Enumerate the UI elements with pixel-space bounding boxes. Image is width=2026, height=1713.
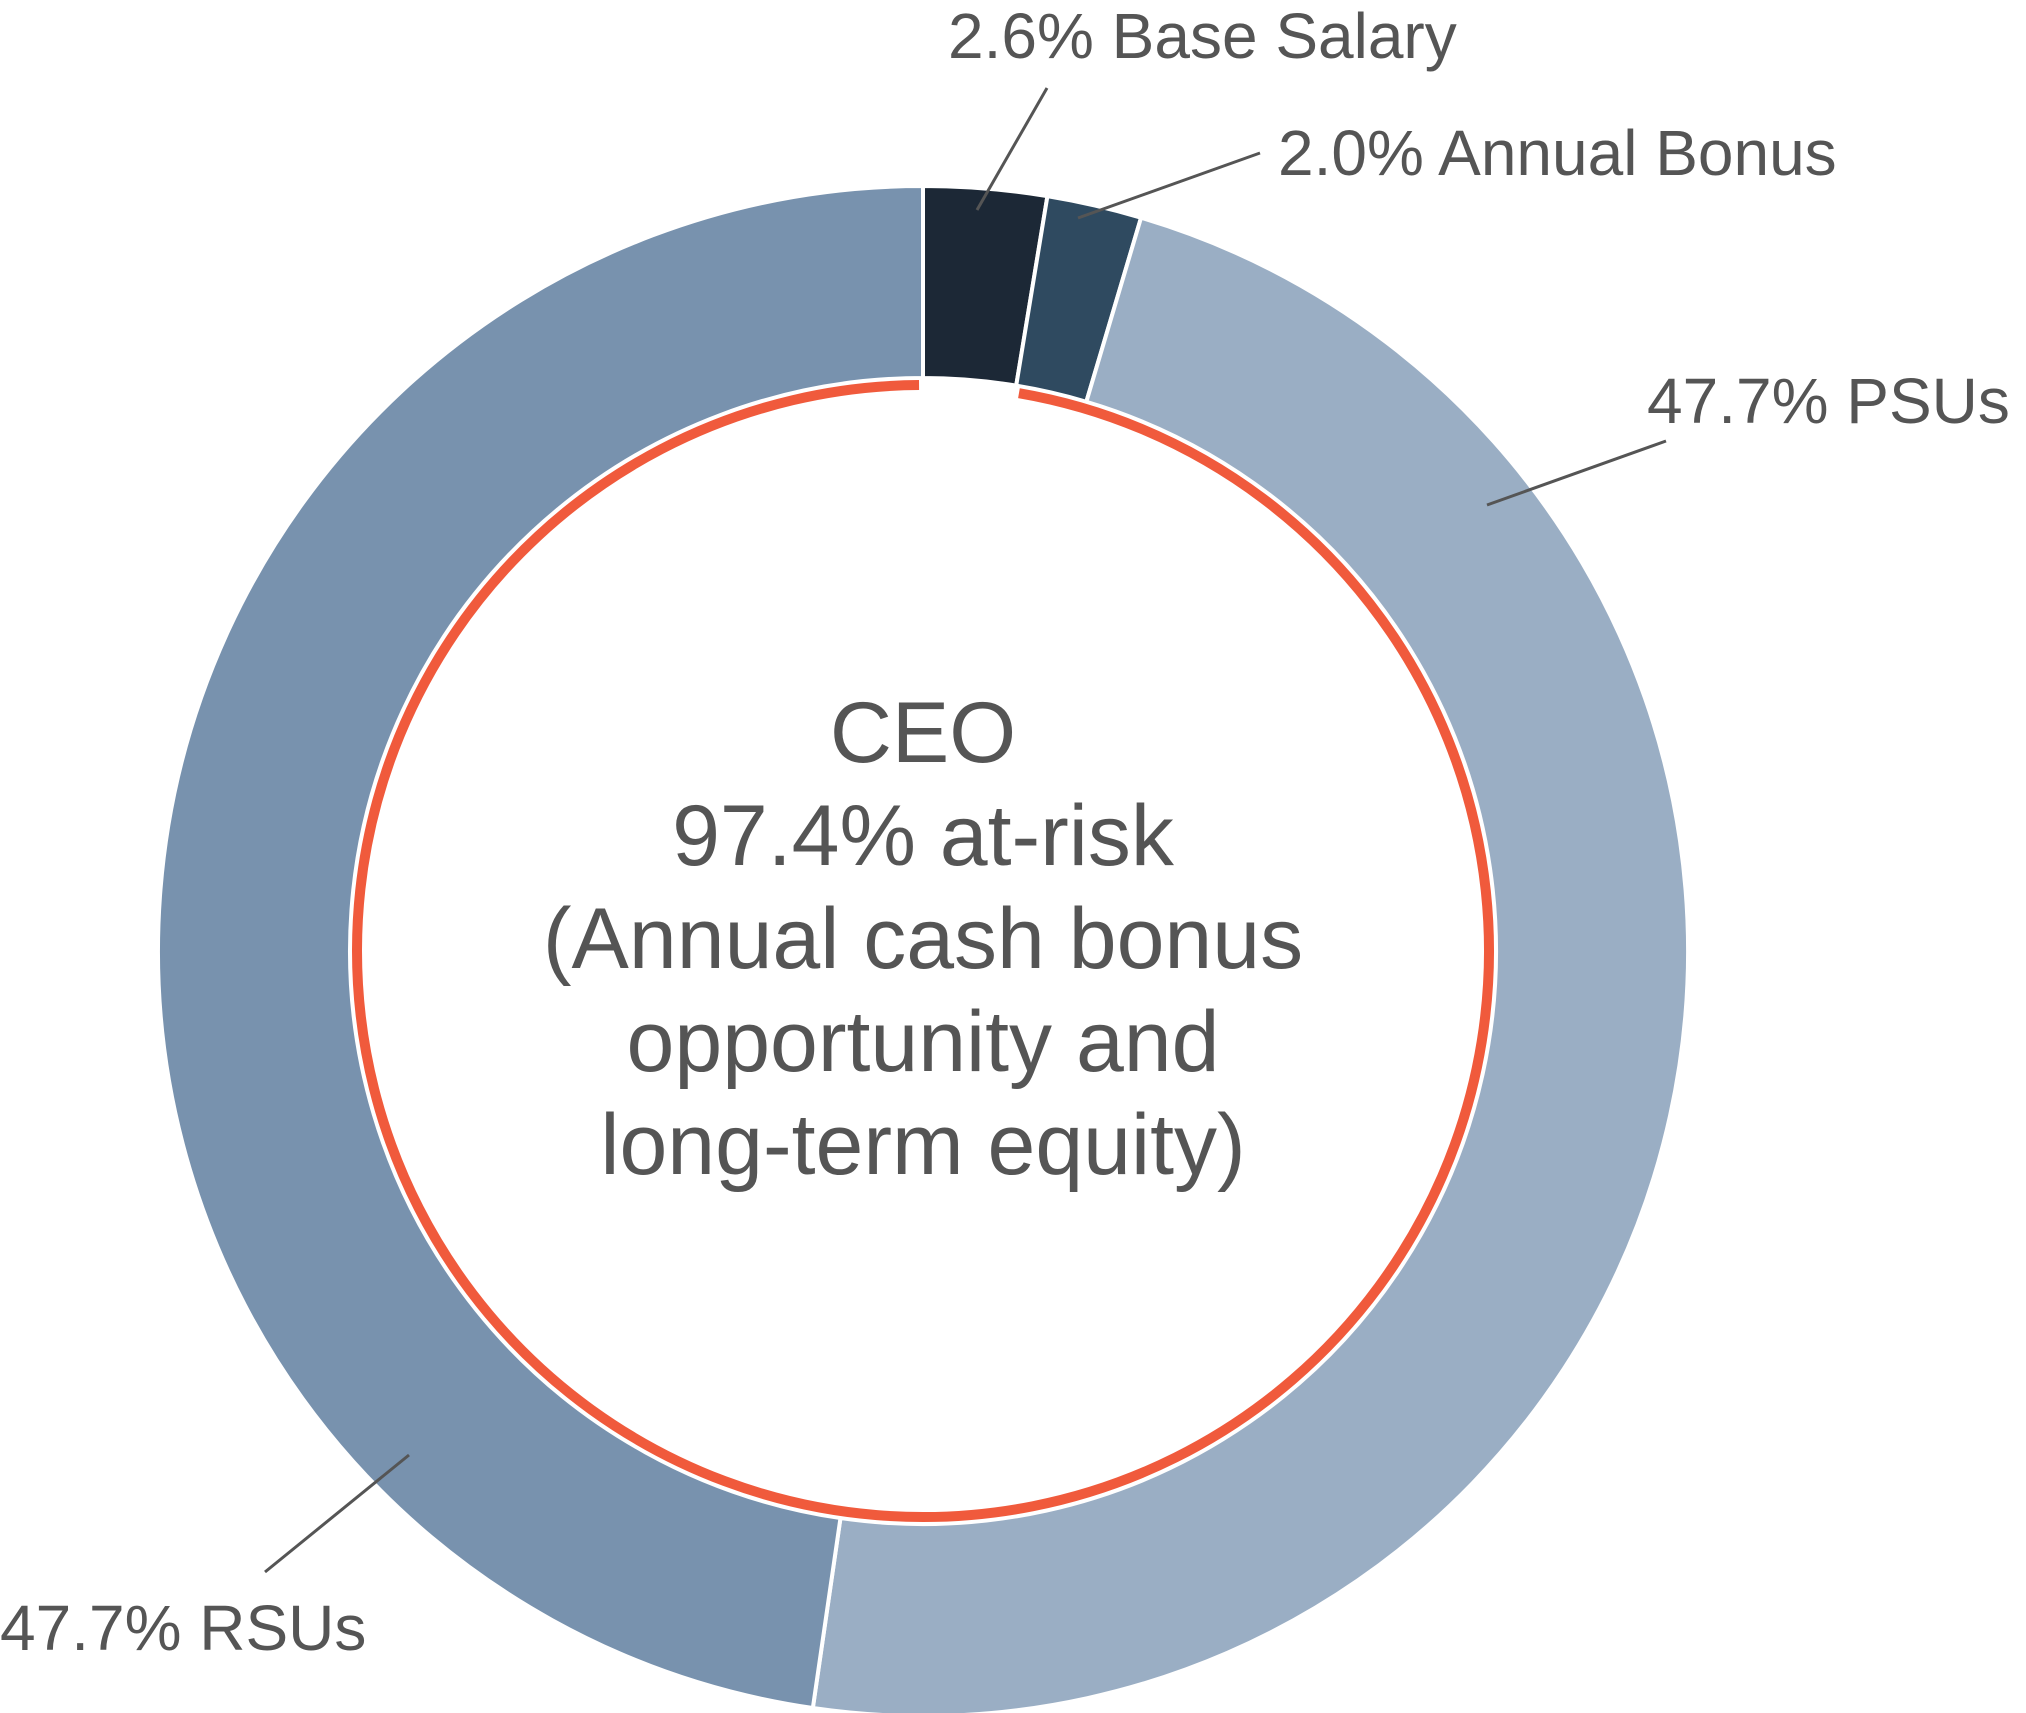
leader-line-annual-bonus [1077, 151, 1261, 220]
slice-label-psus: 47.7% PSUs [1647, 365, 2010, 437]
leader-line-psus [1486, 439, 1667, 507]
center-line-5: long-term equity) [600, 1097, 1245, 1193]
slice-label-rsus: 47.7% RSUs [0, 1592, 366, 1664]
leader-lines [264, 87, 1667, 1574]
leader-line-rsus [264, 1453, 410, 1574]
slice-psus [810, 215, 1691, 1713]
slice-labels: 2.6% Base Salary 2.0% Annual Bonus 47.7%… [0, 0, 2010, 1664]
center-line-1: CEO [830, 685, 1016, 781]
center-line-2: 97.4% at-risk [672, 788, 1175, 884]
slice-label-base-salary: 2.6% Base Salary [948, 0, 1457, 72]
center-line-3: (Annual cash bonus [543, 891, 1303, 987]
center-text: CEO 97.4% at-risk (Annual cash bonus opp… [543, 685, 1303, 1193]
at-risk-arc [352, 380, 1494, 1522]
leader-line-base-salary [975, 87, 1049, 211]
center-line-4: opportunity and [627, 994, 1220, 1090]
donut-slices [156, 183, 1691, 1713]
slice-rsus [156, 183, 925, 1711]
slice-label-annual-bonus: 2.0% Annual Bonus [1278, 117, 1837, 189]
